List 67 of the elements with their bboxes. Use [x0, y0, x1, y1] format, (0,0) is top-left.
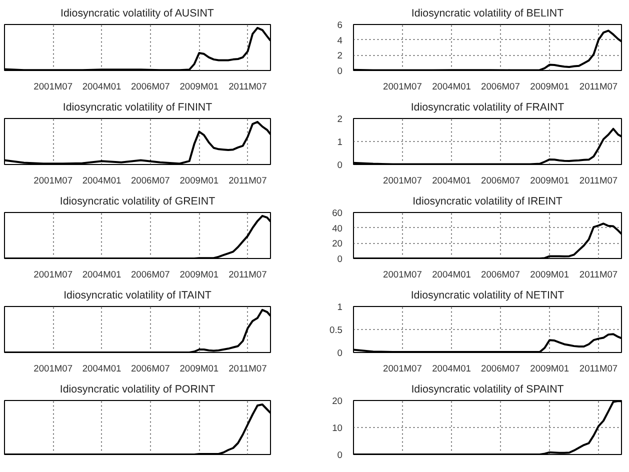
- x-tick-label: 2001M07: [34, 270, 73, 280]
- x-tick-label: 2006M07: [481, 82, 520, 92]
- y-tick-label: 2: [337, 50, 343, 61]
- x-tick-label: 2009M01: [180, 270, 219, 280]
- x-tick-label: 2004M01: [432, 270, 471, 280]
- x-tick-label: 2011M07: [228, 176, 267, 186]
- x-tick-label: 2009M01: [530, 364, 570, 374]
- chart-title: Idiosyncratic volatility of FININT: [62, 102, 213, 114]
- y-tick-label: 0: [337, 450, 343, 460]
- chart-title: Idiosyncratic volatility of NETINT: [410, 290, 565, 302]
- x-tick-label: 2011M07: [579, 82, 618, 92]
- chart-title: Idiosyncratic volatility of AUSINT: [60, 8, 214, 20]
- y-tick-label: 1: [337, 302, 343, 312]
- x-tick-label: 2009M01: [530, 270, 570, 280]
- x-tick-label: 2009M01: [180, 176, 219, 186]
- chart-title: Idiosyncratic volatility of FRAINT: [410, 102, 565, 114]
- x-tick-label: 2001M07: [383, 364, 422, 374]
- x-tick-label: 2009M01: [530, 82, 570, 92]
- x-tick-label: 2006M07: [130, 82, 170, 92]
- x-tick-label: 2001M07: [383, 176, 422, 186]
- x-tick-label: 2001M07: [34, 176, 73, 186]
- x-tick-label: 2011M07: [579, 176, 618, 186]
- y-tick-label: 0: [337, 348, 343, 358]
- x-tick-label: 2009M01: [180, 364, 219, 374]
- x-tick-label: 2004M01: [82, 364, 122, 374]
- x-tick-label: 2004M01: [432, 82, 471, 92]
- y-tick-label: 20: [332, 396, 343, 406]
- x-tick-label: 2009M01: [530, 176, 570, 186]
- x-tick-label: 2004M01: [82, 82, 122, 92]
- x-tick-label: 2011M07: [228, 270, 267, 280]
- chart-title: Idiosyncratic volatility of SPAINT: [411, 384, 564, 396]
- y-tick-label: 6: [337, 20, 343, 30]
- chart-title: Idiosyncratic volatility of IREINT: [412, 196, 563, 208]
- y-tick-label: 4: [337, 35, 343, 46]
- y-tick-label: 60: [332, 208, 343, 218]
- x-tick-label: 2011M07: [579, 364, 618, 374]
- x-tick-label: 2006M07: [481, 176, 520, 186]
- x-tick-label: 2004M01: [82, 176, 122, 186]
- x-tick-label: 2011M07: [228, 364, 267, 374]
- y-tick-label: 0: [337, 66, 343, 76]
- x-tick-label: 2009M01: [180, 82, 219, 92]
- y-tick-label: 1: [337, 137, 343, 147]
- x-tick-label: 2006M07: [130, 364, 170, 374]
- x-tick-label: 2011M07: [579, 270, 618, 280]
- y-tick-label: 2: [337, 114, 343, 124]
- x-tick-label: 2001M07: [34, 82, 73, 92]
- x-tick-label: 2006M07: [130, 270, 170, 280]
- y-tick-label: 20: [332, 238, 343, 249]
- chart-title: Idiosyncratic volatility of ITAINT: [64, 290, 212, 302]
- y-tick-label: 0: [337, 160, 343, 170]
- y-tick-label: 0.5: [330, 325, 342, 335]
- x-tick-label: 2001M07: [383, 270, 422, 280]
- y-tick-label: 10: [332, 423, 343, 433]
- x-tick-label: 2006M07: [130, 176, 170, 186]
- y-tick-label: 0: [337, 254, 343, 264]
- x-tick-label: 2006M07: [481, 270, 520, 280]
- x-tick-label: 2001M07: [34, 364, 73, 374]
- x-tick-label: 2001M07: [383, 82, 422, 92]
- y-tick-label: 40: [332, 223, 343, 234]
- x-tick-label: 2004M01: [82, 270, 122, 280]
- x-tick-label: 2011M07: [228, 82, 267, 92]
- chart-title: Idiosyncratic volatility of PORINT: [60, 384, 216, 396]
- x-tick-label: 2004M01: [432, 176, 471, 186]
- x-tick-label: 2004M01: [432, 364, 471, 374]
- x-tick-label: 2006M07: [481, 364, 520, 374]
- chart-title: Idiosyncratic volatility of BELINT: [411, 8, 564, 20]
- chart-title: Idiosyncratic volatility of GREINT: [60, 196, 216, 208]
